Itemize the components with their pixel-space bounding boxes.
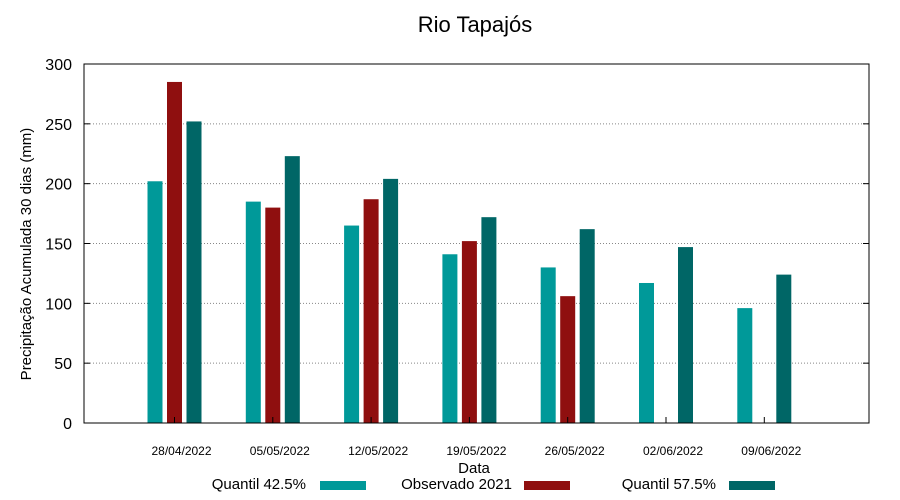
legend-swatch [729,481,775,490]
bar-2-3 [363,199,379,423]
x-tick-label: 28/04/2022 [151,444,211,458]
bar-2-2 [265,207,281,423]
y-axis-label: Precipitação Acumulada 30 dias (mm) [18,128,35,381]
x-tick-label: 19/05/2022 [446,444,506,458]
x-tick-label: 02/06/2022 [643,444,703,458]
bar-2-1 [167,81,182,423]
legend-label: Observado 2021 [401,476,512,493]
y-tick-label: 300 [45,57,72,74]
legend-label: Quantil 42.5% [212,476,306,493]
bar-2-5 [560,296,576,423]
y-tick-label: 250 [45,117,72,134]
x-axis-ticks: 28/04/2022 05/05/2022 12/05/2022 19/05/2022… [151,417,802,458]
bar-3-1 [186,121,202,423]
bars [147,81,792,424]
legend-swatch [524,481,570,490]
y-tick-label: 100 [45,296,72,313]
bar-3-5 [579,229,595,423]
x-tick-label: 12/05/2022 [348,444,408,458]
legend: Quantil 42.5% Observado 2021 Quantil 57.5% [212,476,775,493]
bar-1-7 [737,308,753,423]
legend-label: Quantil 57.5% [622,476,716,493]
y-tick-label: 150 [45,237,72,254]
y-tick-label: 0 [63,416,72,433]
x-axis-label: Data [458,460,490,477]
y-tick-label: 50 [54,356,72,373]
bar-2-4 [461,241,477,423]
chart-title: Rio Tapajós [418,12,533,37]
legend-swatch [320,481,366,490]
x-tick-label: 26/05/2022 [545,444,605,458]
bar-1-3 [344,225,360,423]
bar-1-1 [147,181,163,423]
x-tick-label: 09/06/2022 [741,444,801,458]
bar-1-5 [540,267,556,423]
y-axis-ticks: 0 50 100 150 200 250 300 [45,57,869,433]
bar-3-3 [383,178,399,423]
bar-1-2 [245,201,261,423]
bar-3-4 [481,217,497,423]
y-tick-label: 200 [45,177,72,194]
bar-3-7 [776,274,792,423]
bar-1-4 [442,254,458,423]
bar-1-6 [639,282,654,423]
bar-3-6 [678,247,693,423]
x-tick-label: 05/05/2022 [250,444,310,458]
bar-3-2 [284,156,300,424]
